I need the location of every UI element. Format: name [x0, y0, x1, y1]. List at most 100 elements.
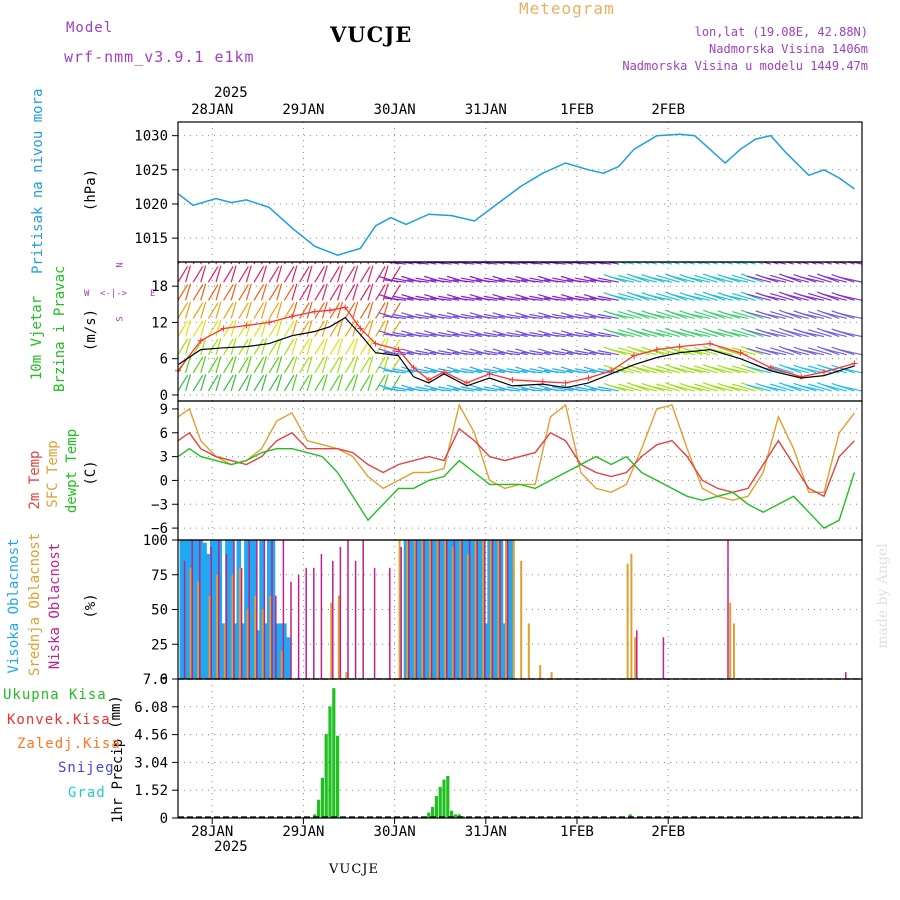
- cloud-low-bar: [347, 540, 349, 679]
- wind-arrow: [367, 265, 374, 283]
- cloud-high-bar: [475, 540, 481, 679]
- cloud-mid-bar: [280, 651, 283, 679]
- wind-arrow: [760, 262, 771, 265]
- temp-sfc-line: [177, 403, 855, 502]
- wind-arrow: [647, 276, 673, 283]
- wind-arrow: [773, 262, 787, 265]
- wind-arrow: [552, 386, 574, 392]
- cloud-mid-bar: [429, 540, 431, 679]
- wind-arrow: [314, 374, 325, 392]
- wind-arrow: [670, 366, 695, 374]
- wind-arrow: [390, 266, 401, 283]
- wind-arrow: [483, 350, 505, 356]
- wind-arrow: [521, 369, 543, 374]
- wind-arrow: [670, 311, 695, 320]
- date-label-top: 28JAN: [191, 102, 233, 118]
- wind-arrow: [722, 262, 733, 265]
- wind-gust-mark: [342, 304, 349, 311]
- wind-arrow: [685, 312, 711, 320]
- wind-arrow: [215, 301, 222, 319]
- wind-arrow: [367, 283, 374, 301]
- wind-arrow: [529, 295, 551, 301]
- wind-arrow: [230, 374, 237, 392]
- wind-arrow: [291, 265, 298, 283]
- wind-arrow: [415, 350, 437, 356]
- wind-arrow: [808, 292, 832, 301]
- wind-arrow: [452, 297, 475, 301]
- y-tick-label: 7.6: [143, 672, 168, 688]
- wind-arrow: [359, 338, 371, 356]
- wind-arrow: [837, 276, 862, 283]
- wind-arrow: [438, 331, 460, 338]
- wind-arrow: [407, 315, 429, 320]
- wind-arrow: [521, 315, 543, 320]
- wind-arrow: [618, 383, 642, 392]
- wind-arrow: [670, 384, 695, 392]
- wind-arrow: [822, 275, 847, 283]
- wind-arrow: [808, 274, 832, 283]
- wind-arrow: [799, 276, 825, 283]
- wind-arrow: [268, 320, 280, 337]
- cloud-high-bar: [464, 540, 470, 679]
- wind-arrow: [521, 351, 543, 356]
- cloud-mid-bar: [489, 540, 492, 679]
- wind-arrow: [200, 319, 207, 337]
- wind-arrow: [407, 333, 429, 338]
- wind-arrow: [566, 279, 589, 283]
- wind-arrow: [268, 338, 280, 356]
- wind-arrow: [268, 356, 280, 374]
- wind-arrow: [178, 338, 189, 356]
- precip-legend-conv: Konvek.Kisa: [7, 712, 111, 728]
- wind-arrow: [529, 386, 551, 392]
- wind-arrow: [708, 262, 718, 265]
- cloud-low-bar: [183, 560, 186, 679]
- wind-gust-mark: [243, 322, 250, 329]
- cloud-mid-bar: [451, 546, 454, 679]
- wind-arrow: [215, 356, 222, 373]
- wind-arrow: [276, 337, 283, 355]
- wind-arrow: [352, 301, 359, 319]
- wind-arrow: [589, 279, 612, 283]
- wind-arrow: [375, 284, 386, 301]
- precip-bar: [438, 786, 442, 818]
- cloud-low-bar: [845, 672, 847, 679]
- cloud-high-bar: [437, 540, 443, 679]
- y-tick-label: 0: [160, 473, 168, 489]
- wind-arrow: [566, 315, 589, 320]
- precip-bar: [446, 775, 450, 818]
- cloud-mid-bar: [398, 540, 401, 679]
- cloud-low-bar: [461, 540, 463, 679]
- wind-arrow: [618, 262, 627, 265]
- wind-arrow: [344, 320, 356, 337]
- wind-arrow: [723, 312, 749, 320]
- cloud-mid-bar: [512, 540, 515, 679]
- cloud-mid-bar: [474, 540, 477, 679]
- product-title: Meteogram: [519, 0, 615, 18]
- y-tick-label: −3: [151, 497, 168, 513]
- date-label-top: 2FEB: [651, 102, 685, 118]
- precip-bar: [628, 814, 632, 818]
- wind-arrow: [618, 274, 642, 283]
- wind-arrow: [337, 301, 344, 319]
- cloud-low-bar: [476, 540, 478, 679]
- wind-arrow: [632, 311, 657, 320]
- y-tick-label: 100: [143, 533, 168, 549]
- cloud-high-bar: [255, 630, 261, 679]
- wind-gust-mark: [509, 376, 516, 383]
- wind-arrow: [185, 356, 192, 373]
- wind-arrow: [761, 330, 787, 338]
- wind-arrow: [452, 369, 475, 374]
- cloud-high-bar: [228, 540, 234, 679]
- wind-arrow: [299, 338, 310, 356]
- wind-gust-mark: [676, 343, 683, 350]
- wind-arrow: [647, 294, 673, 301]
- wind-arrow: [822, 366, 847, 374]
- panel-grid-cloud_cover: [178, 540, 862, 679]
- precip-bar: [442, 779, 446, 818]
- wind-arrow: [359, 284, 371, 301]
- cloud-high-bar: [225, 540, 230, 679]
- wind-arrow: [245, 265, 252, 283]
- wind-arrow: [506, 331, 528, 338]
- wind-arrow: [384, 279, 407, 283]
- wind-arrow: [770, 274, 794, 283]
